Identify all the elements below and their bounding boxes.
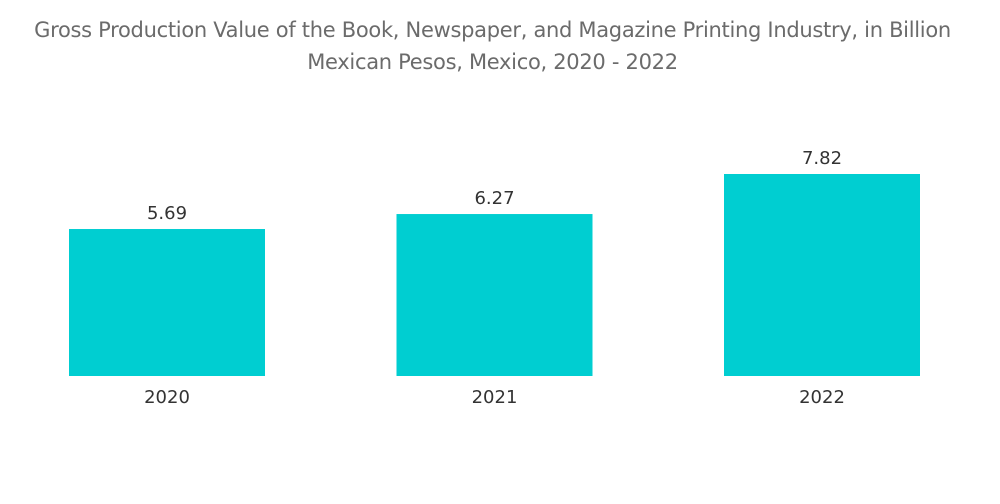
bar-2020 bbox=[69, 229, 265, 376]
bar-2022 bbox=[724, 174, 920, 376]
chart-title: Gross Production Value of the Book, News… bbox=[0, 14, 985, 78]
data-label-2022: 7.82 bbox=[802, 148, 842, 169]
data-label-2020: 5.69 bbox=[147, 203, 187, 224]
x-tick-label-2020: 2020 bbox=[144, 387, 190, 408]
x-tick-label-2022: 2022 bbox=[799, 387, 845, 408]
chart-title-line-2: Mexican Pesos, Mexico, 2020 - 2022 bbox=[307, 50, 678, 74]
x-tick-label-2021: 2021 bbox=[472, 387, 518, 408]
data-label-2021: 6.27 bbox=[474, 188, 514, 209]
chart-title-line-1: Gross Production Value of the Book, News… bbox=[34, 18, 951, 42]
bar-2021 bbox=[396, 214, 593, 376]
